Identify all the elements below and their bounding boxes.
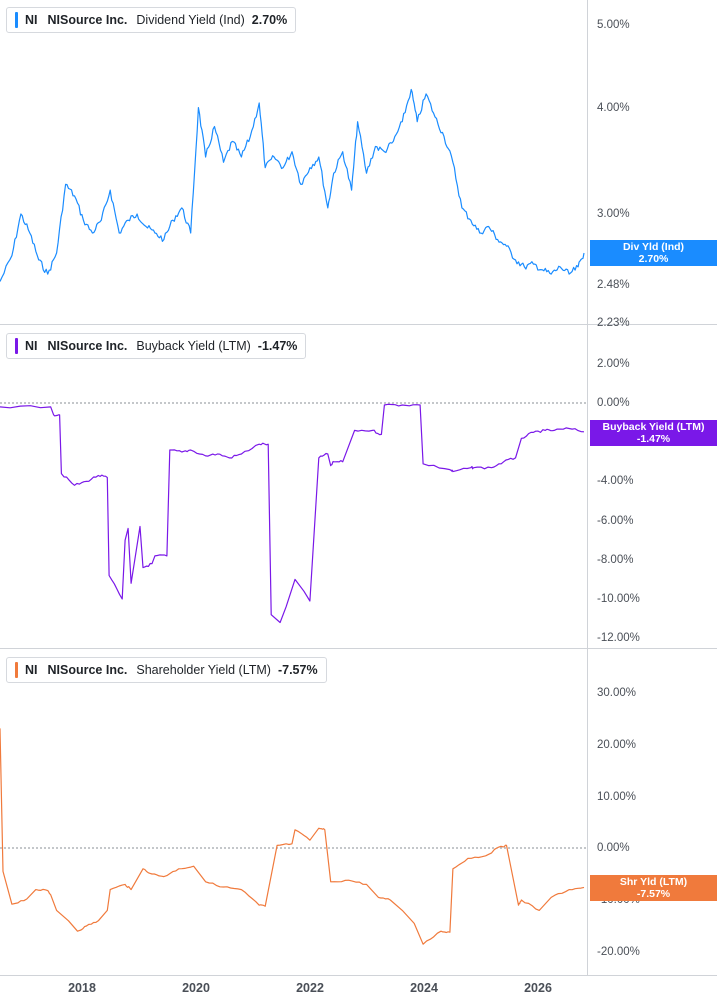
- series-line-dividend[interactable]: [0, 88, 585, 282]
- series-color-swatch: [15, 12, 18, 28]
- x-tick-label: 2022: [296, 981, 324, 995]
- last-value-tag-buyback: Buyback Yield (LTM) -1.47%: [590, 420, 717, 446]
- y-tick-label: 30.00%: [597, 687, 637, 699]
- y-tick-label: 0.00%: [597, 842, 630, 854]
- legend-metric: Buyback Yield (LTM): [136, 339, 251, 353]
- y-axis-divider: [587, 0, 588, 975]
- legend-shareholder-yield[interactable]: NI NISource Inc. Shareholder Yield (LTM)…: [6, 657, 327, 683]
- legend-ticker: NI: [25, 339, 38, 353]
- y-tick-label: 5.00%: [597, 19, 630, 31]
- y-tick-label: 4.00%: [597, 102, 630, 114]
- y-tick-label: -12.00%: [597, 632, 640, 644]
- legend-ticker: NI: [25, 663, 38, 677]
- last-value-tag-dividend: Div Yld (Ind) 2.70%: [590, 240, 717, 266]
- legend-metric: Dividend Yield (Ind): [136, 13, 245, 27]
- series-color-swatch: [15, 662, 18, 678]
- tag-label: Shr Yld (LTM): [619, 876, 688, 888]
- x-tick-label: 2020: [182, 981, 210, 995]
- legend-value: -7.57%: [277, 663, 318, 677]
- y-tick-label: 10.00%: [597, 791, 637, 803]
- tag-value: -1.47%: [636, 433, 671, 445]
- legend-company: NISource Inc.: [47, 339, 128, 353]
- y-tick-label: 2.23%: [597, 317, 630, 329]
- legend-company: NISource Inc.: [47, 13, 128, 27]
- x-tick-label: 2026: [524, 981, 552, 995]
- x-tick-label: 2018: [68, 981, 96, 995]
- series-line-shareholder[interactable]: [0, 728, 585, 945]
- series-line-buyback[interactable]: [0, 403, 585, 624]
- x-tick-label: 2024: [410, 981, 438, 995]
- y-tick-label: 20.00%: [597, 739, 637, 751]
- legend-buyback-yield[interactable]: NI NISource Inc. Buyback Yield (LTM) -1.…: [6, 333, 307, 359]
- legend-company: NISource Inc.: [47, 663, 128, 677]
- y-tick-label: -8.00%: [597, 554, 634, 566]
- legend-value: -1.47%: [257, 339, 298, 353]
- legend-metric: Shareholder Yield (LTM): [136, 663, 271, 677]
- x-axis-line: [0, 975, 717, 976]
- y-tick-label: -20.00%: [597, 946, 640, 958]
- legend-value: 2.70%: [251, 13, 288, 27]
- pane-separator: [0, 324, 717, 325]
- y-tick-label: 2.00%: [597, 358, 630, 370]
- y-tick-label: -6.00%: [597, 515, 634, 527]
- y-tick-label: 2.48%: [597, 279, 630, 291]
- series-color-swatch: [15, 338, 18, 354]
- pane-separator: [0, 648, 717, 649]
- tag-label: Buyback Yield (LTM): [602, 421, 705, 433]
- y-tick-label: -4.00%: [597, 475, 634, 487]
- tag-label: Div Yld (Ind): [622, 241, 685, 253]
- y-tick-label: -10.00%: [597, 593, 640, 605]
- legend-ticker: NI: [25, 13, 38, 27]
- legend-dividend-yield[interactable]: NI NISource Inc. Dividend Yield (Ind) 2.…: [6, 7, 297, 33]
- last-value-tag-shareholder: Shr Yld (LTM) -7.57%: [590, 875, 717, 901]
- y-tick-label: 0.00%: [597, 397, 630, 409]
- tag-value: 2.70%: [638, 253, 669, 265]
- y-tick-label: 3.00%: [597, 208, 630, 220]
- tag-value: -7.57%: [636, 888, 671, 900]
